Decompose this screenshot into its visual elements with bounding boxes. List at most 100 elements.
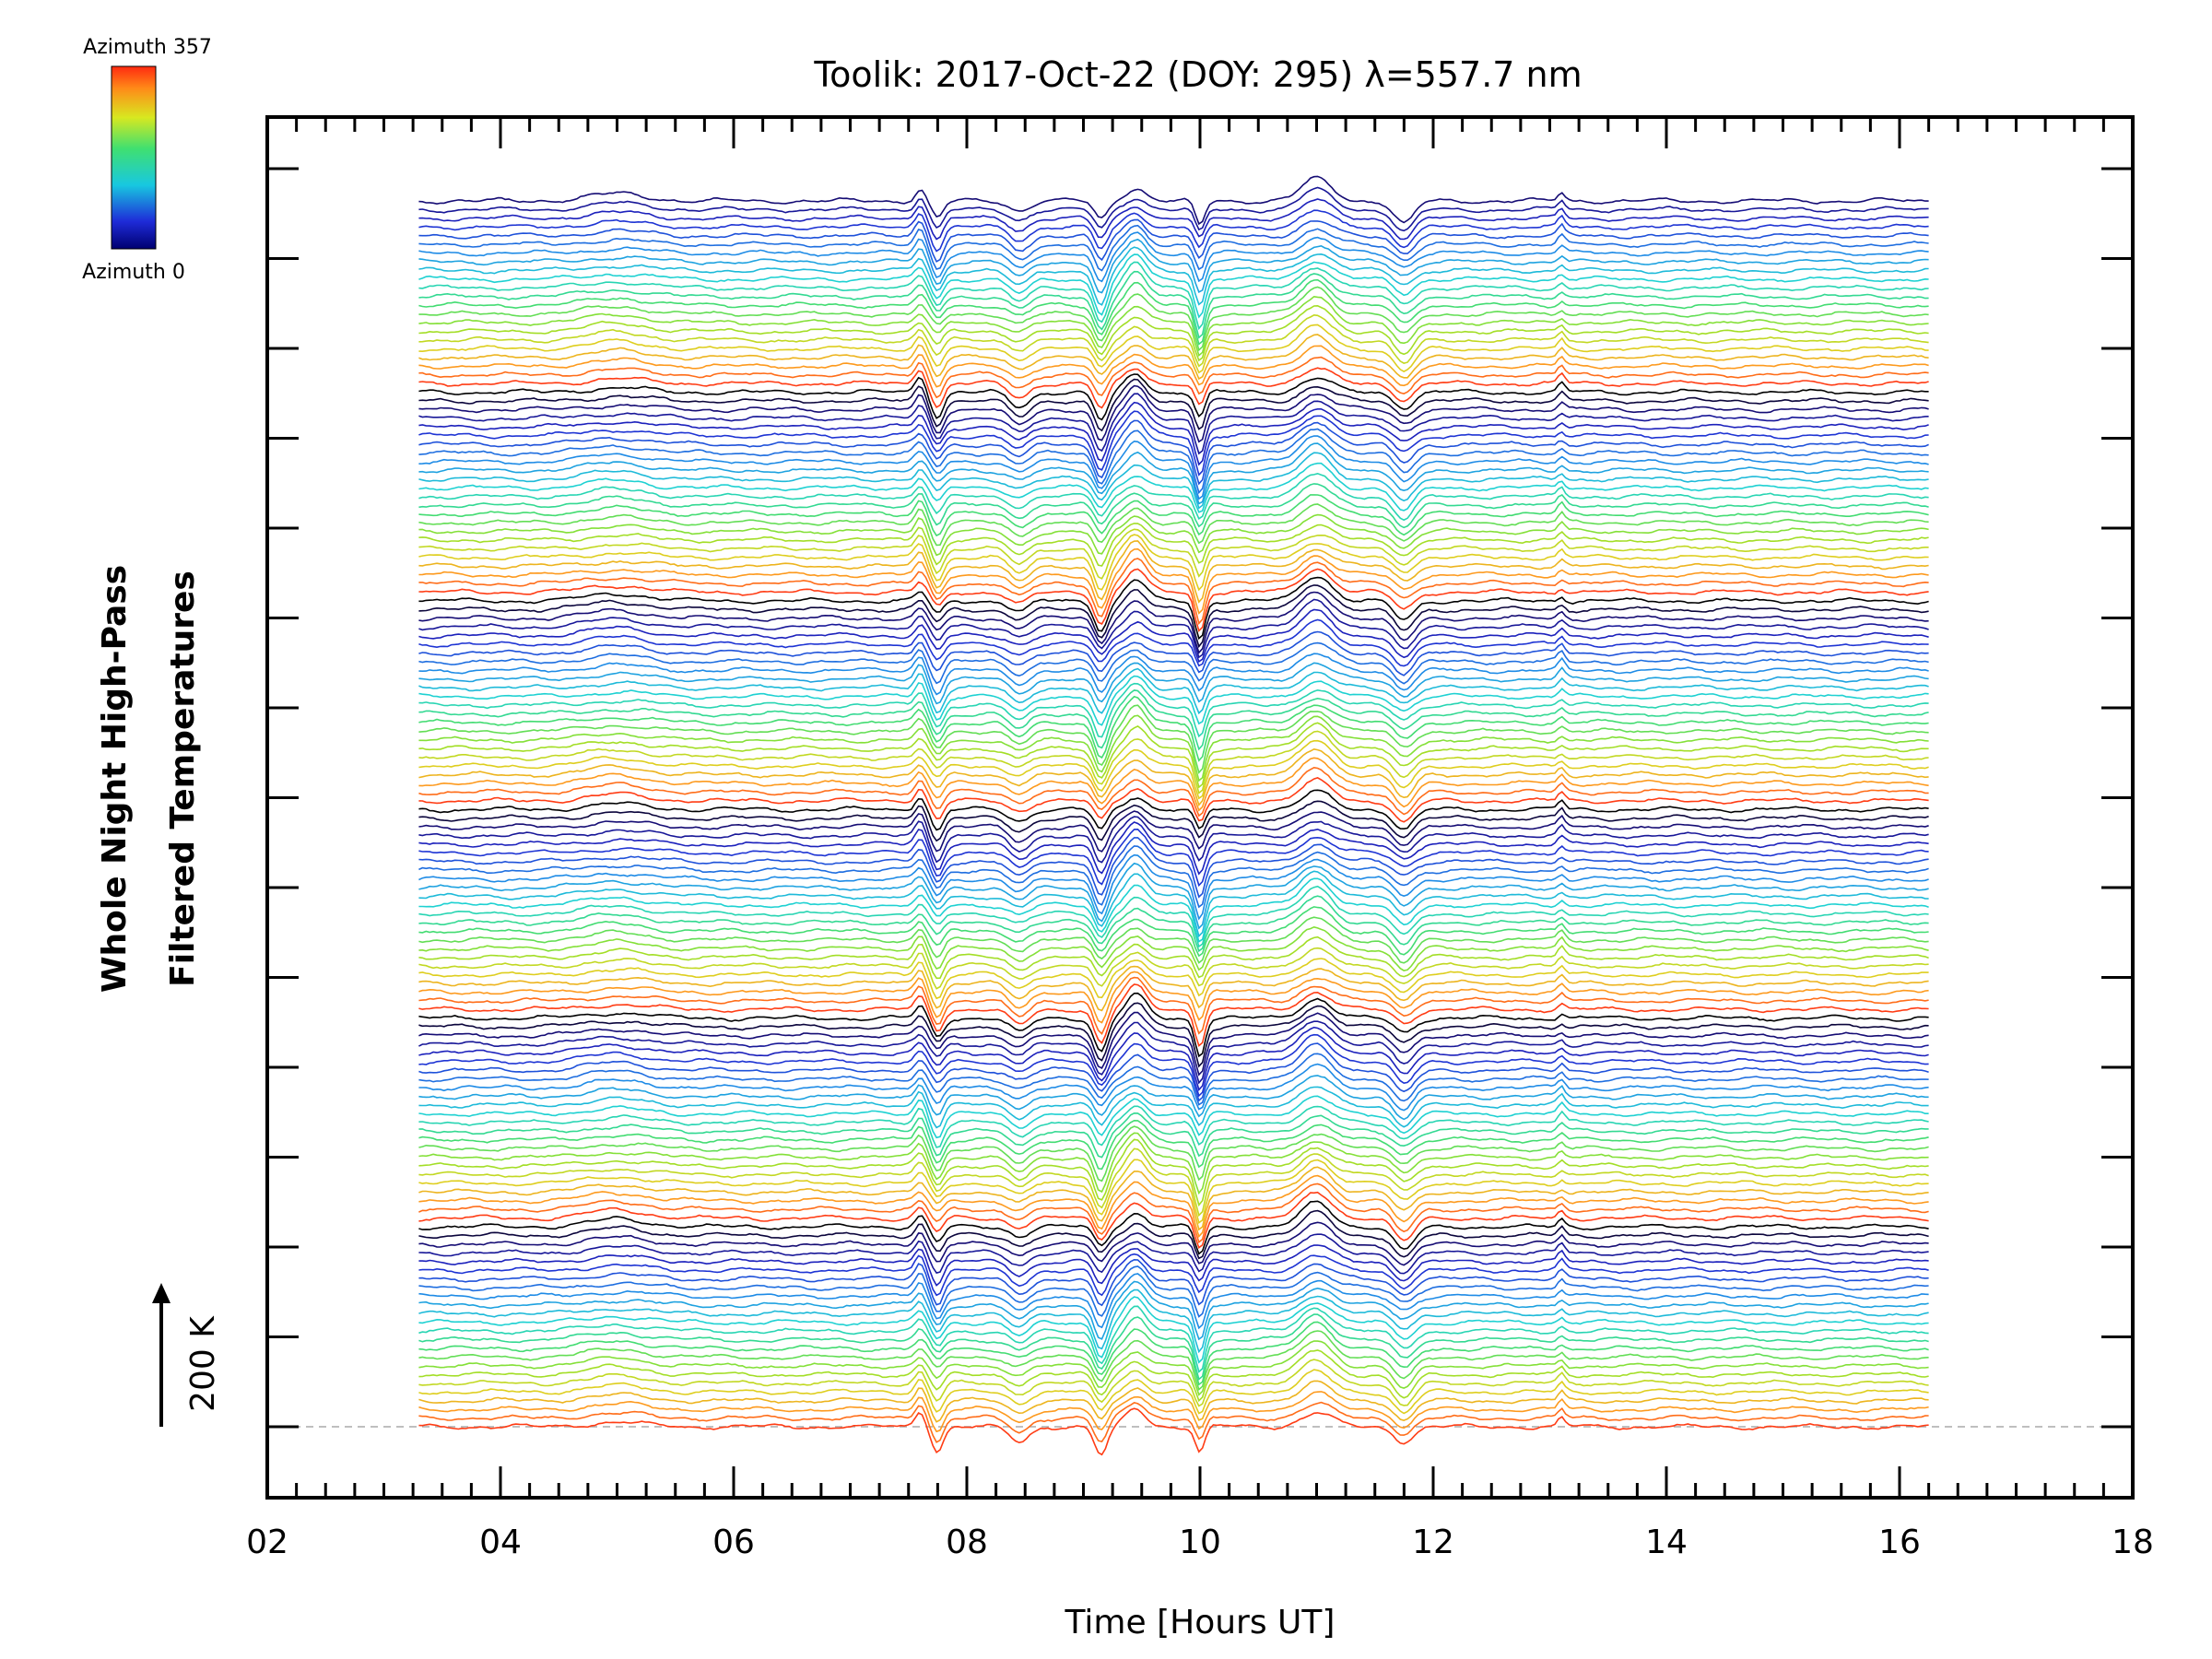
azimuth-trace: [418, 766, 1929, 818]
azimuth-trace: [418, 747, 1929, 807]
azimuth-trace: [418, 828, 1929, 888]
azimuth-trace: [418, 356, 1929, 399]
azimuth-trace: [418, 598, 1929, 659]
azimuth-trace: [418, 304, 1929, 362]
azimuth-trace: [418, 800, 1929, 842]
azimuth-trace: [418, 568, 1929, 632]
azimuth-trace: [418, 410, 1929, 477]
azimuth-trace: [418, 895, 1929, 953]
azimuth-trace: [418, 295, 1929, 357]
azimuth-trace: [418, 324, 1929, 374]
azimuth-trace: [418, 1182, 1929, 1244]
azimuth-trace: [418, 965, 1929, 1012]
azimuth-trace: [418, 534, 1929, 592]
azimuth-trace: [418, 837, 1929, 899]
azimuth-trace: [418, 367, 1929, 409]
azimuth-trace: [418, 845, 1929, 909]
azimuth-trace: [418, 419, 1929, 486]
azimuth-trace: [418, 810, 1929, 853]
x-tick-label: 18: [2112, 1524, 2154, 1561]
azimuth-trace: [418, 186, 1929, 232]
azimuth-trace: [418, 175, 1929, 226]
azimuth-trace: [418, 523, 1929, 567]
azimuth-trace: [418, 1407, 1929, 1456]
azimuth-trace: [418, 695, 1929, 762]
azimuth-trace: [418, 345, 1929, 388]
azimuth-trace: [418, 1200, 1929, 1255]
azimuth-trace: [418, 253, 1929, 319]
azimuth-trace: [418, 1132, 1929, 1195]
azimuth-trace: [418, 378, 1929, 432]
azimuth-trace: [418, 877, 1929, 943]
azimuth-trace: [418, 1369, 1929, 1415]
azimuth-trace: [418, 675, 1929, 726]
azimuth-trace: [418, 925, 1929, 971]
azimuth-trace: [418, 576, 1929, 641]
azimuth-trace: [418, 435, 1929, 500]
azimuth-trace: [418, 1244, 1929, 1287]
azimuth-trace: [418, 261, 1929, 331]
azimuth-trace: [418, 1253, 1929, 1297]
x-tick-label: 14: [1645, 1524, 1688, 1561]
azimuth-trace: [418, 1280, 1929, 1341]
azimuth-trace: [418, 442, 1929, 505]
azimuth-trace: [418, 313, 1929, 368]
azimuth-trace: [418, 777, 1929, 823]
azimuth-trace: [418, 958, 1929, 1000]
azimuth-trace: [418, 662, 1929, 705]
azimuth-trace: [418, 1119, 1929, 1171]
azimuth-trace: [418, 1020, 1929, 1085]
azimuth-trace: [418, 667, 1929, 715]
azimuth-trace: [418, 1002, 1929, 1068]
x-tick-label: 12: [1412, 1524, 1454, 1561]
colorbar-bottom-label: Azimuth 0: [82, 261, 185, 284]
azimuth-trace: [418, 462, 1929, 513]
azimuth-trace: [418, 1033, 1929, 1098]
azimuth-trace: [418, 547, 1929, 615]
azimuth-trace: [418, 198, 1929, 241]
azimuth-trace: [418, 1166, 1929, 1231]
azimuth-trace: [418, 1026, 1929, 1092]
colorbar: [111, 65, 157, 250]
azimuth-trace: [418, 992, 1929, 1058]
x-tick-label: 02: [246, 1524, 288, 1561]
scale-bar-arrow-icon: [152, 1283, 171, 1303]
azimuth-trace: [418, 1159, 1929, 1225]
azimuth-trace: [418, 1401, 1929, 1443]
azimuth-trace: [418, 971, 1929, 1024]
azimuth-trace: [418, 1209, 1929, 1260]
azimuth-trace: [418, 816, 1929, 864]
azimuth-trace: [418, 1313, 1929, 1381]
azimuth-trace: [418, 906, 1929, 958]
trace-group: [418, 175, 1929, 1456]
azimuth-trace: [418, 401, 1929, 466]
x-tick-label: 06: [712, 1524, 755, 1561]
azimuth-trace: [418, 714, 1929, 782]
azimuth-trace: [418, 1258, 1929, 1307]
azimuth-trace: [418, 334, 1929, 381]
azimuth-trace: [418, 976, 1929, 1035]
x-tick-label: 04: [479, 1524, 522, 1561]
azimuth-trace: [418, 1063, 1929, 1112]
azimuth-trace: [418, 630, 1929, 677]
azimuth-trace: [418, 373, 1929, 421]
azimuth-trace: [418, 1340, 1929, 1396]
azimuth-trace: [418, 584, 1929, 649]
azimuth-trace: [418, 1265, 1929, 1318]
y-axis-label-line2: Filtered Temperatures: [164, 571, 202, 987]
y-ticks: [267, 167, 2133, 1429]
azimuth-trace: [418, 730, 1929, 794]
azimuth-trace: [418, 1305, 1929, 1373]
azimuth-trace: [418, 1321, 1929, 1386]
azimuth-trace: [418, 641, 1929, 685]
azimuth-trace: [418, 591, 1929, 654]
azimuth-trace: [418, 689, 1929, 751]
x-ticks: [265, 117, 2135, 1498]
azimuth-trace: [418, 494, 1929, 537]
scale-bar-label: 200 K: [184, 1315, 222, 1412]
azimuth-trace: [418, 862, 1929, 930]
azimuth-trace: [418, 428, 1929, 495]
azimuth-trace: [418, 704, 1929, 774]
azimuth-trace: [418, 1380, 1929, 1423]
azimuth-trace: [418, 452, 1929, 510]
